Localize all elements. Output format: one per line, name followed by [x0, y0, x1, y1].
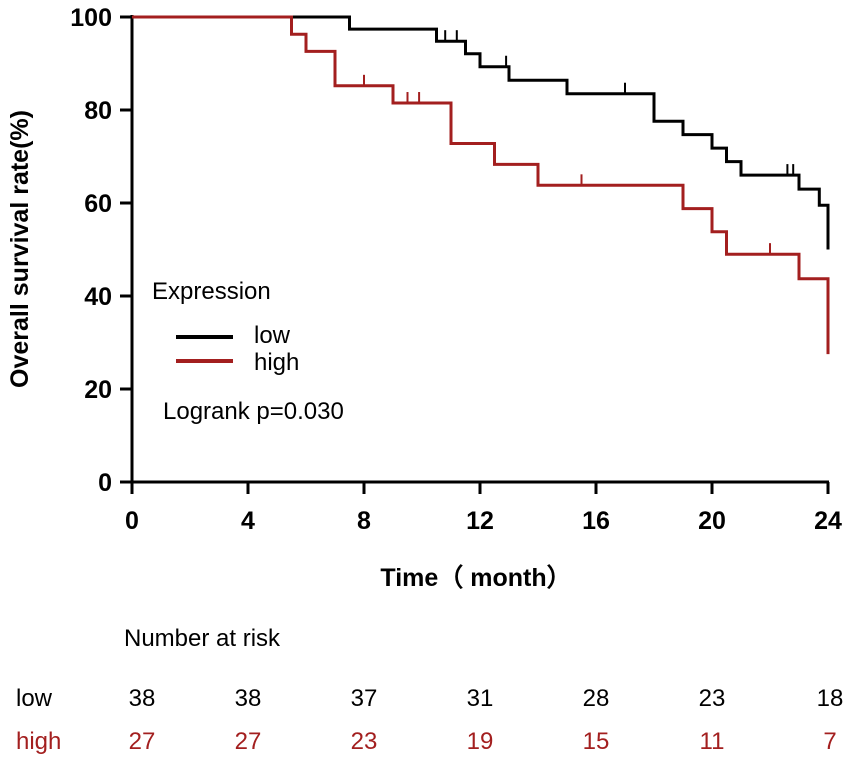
risk-value-low: 37 — [351, 685, 378, 712]
risk-table-title: Number at risk — [124, 625, 281, 652]
risk-value-low: 18 — [817, 685, 844, 712]
risk-value-high: 27 — [235, 728, 262, 755]
risk-value-high: 11 — [700, 728, 725, 755]
y-tick-label: 60 — [84, 190, 112, 218]
y-tick-label: 0 — [98, 469, 112, 497]
x-tick-label: 8 — [357, 507, 371, 535]
risk-row-label-high: high — [16, 728, 61, 755]
risk-value-high: 19 — [467, 728, 494, 755]
x-tick-label: 20 — [698, 507, 726, 535]
y-tick-label: 20 — [84, 376, 112, 404]
x-tick-label: 4 — [241, 507, 255, 535]
risk-value-high: 27 — [129, 728, 156, 755]
y-ticks: 0 20 40 60 80 100 — [70, 4, 132, 497]
risk-value-high: 15 — [583, 728, 610, 755]
y-tick-label: 80 — [84, 97, 112, 125]
x-tick-label: 24 — [814, 507, 842, 535]
survival-curves — [132, 15, 830, 355]
legend-label-low: low — [254, 322, 291, 349]
x-tick-label: 0 — [125, 507, 139, 535]
x-tick-label: 12 — [466, 507, 494, 535]
legend-title: Expression — [152, 278, 271, 305]
risk-value-low: 31 — [467, 685, 494, 712]
risk-value-low: 38 — [129, 685, 156, 712]
y-tick-label: 100 — [70, 4, 112, 32]
curve-low — [132, 15, 830, 250]
risk-value-high: 23 — [351, 728, 378, 755]
legend-label-high: high — [254, 349, 299, 376]
curve-high — [132, 15, 830, 355]
y-axis-label: Overall survival rate(%) — [6, 110, 34, 388]
x-ticks: 0 4 8 12 16 20 24 — [125, 482, 842, 535]
risk-value-low: 28 — [583, 685, 610, 712]
y-tick-label: 40 — [84, 283, 112, 311]
x-axis-label: Time（ month） — [380, 563, 571, 592]
risk-value-high: 7 — [823, 728, 836, 755]
logrank-annotation: Logrank p=0.030 — [163, 398, 344, 425]
x-tick-label: 16 — [582, 507, 610, 535]
risk-value-low: 38 — [235, 685, 262, 712]
risk-value-low: 23 — [699, 685, 726, 712]
risk-row-label-low: low — [16, 685, 53, 712]
risk-table-values: 38 38 37 31 28 23 18 27 27 23 19 15 11 7 — [129, 685, 844, 755]
